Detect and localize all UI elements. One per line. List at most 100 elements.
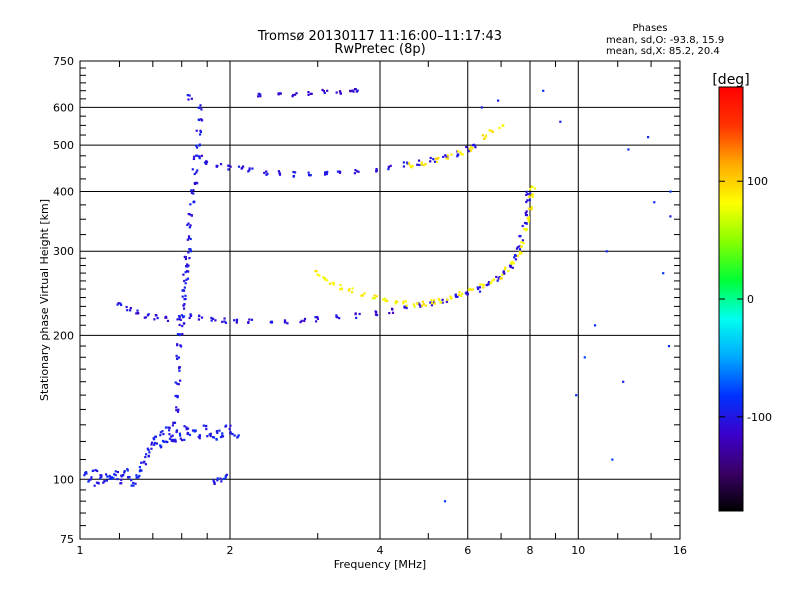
echo-point (195, 171, 198, 174)
echo-point (250, 318, 254, 321)
echo-point (277, 170, 280, 173)
echo-point (496, 99, 500, 102)
echo-point (504, 266, 507, 269)
plot-frame (79, 60, 681, 540)
echo-point (524, 211, 527, 214)
echo-point (103, 480, 106, 483)
echo-point (116, 303, 119, 306)
echo-point (229, 165, 232, 168)
echo-point (167, 426, 170, 429)
echo-point (316, 317, 320, 320)
echo-point (303, 319, 306, 323)
echo-point (178, 366, 181, 369)
echo-point (138, 470, 142, 473)
echo-point (432, 158, 435, 161)
y-axis-label: Stationary phase Virtual Height [km] (38, 199, 51, 401)
echo-point (374, 313, 378, 316)
echo-point (468, 147, 471, 151)
echo-point (100, 475, 103, 478)
echo-point (350, 291, 354, 294)
echo-point (353, 88, 357, 91)
echo-point (126, 476, 130, 479)
echo-point (187, 212, 190, 216)
echo-point (175, 406, 178, 409)
echo-point (205, 427, 208, 431)
echo-point (195, 181, 198, 184)
echo-point (196, 169, 199, 172)
echo-point (221, 435, 225, 438)
echo-point (418, 163, 421, 167)
echo-point (175, 354, 178, 357)
echo-point (147, 448, 150, 451)
echo-point (116, 477, 119, 481)
echo-point (189, 248, 192, 251)
echo-point (521, 224, 524, 228)
echo-point (212, 436, 216, 439)
echo-point (156, 316, 159, 320)
echo-point (236, 435, 239, 438)
echo-point (328, 282, 332, 285)
echo-point (190, 214, 193, 217)
echo-point (195, 129, 198, 132)
echo-point (200, 108, 203, 111)
echo-point (165, 440, 168, 443)
echo-point (210, 316, 213, 320)
echo-point (457, 150, 460, 153)
axis-tick-labels: 1 2 4 6 8 10 16 75 100 200 300 400 500 600 750 (53, 55, 687, 557)
echo-point (527, 218, 530, 221)
echo-point (160, 445, 163, 448)
echo-point (209, 434, 212, 438)
echo-point (168, 426, 171, 429)
echo-point (224, 476, 227, 479)
echo-point (348, 288, 351, 291)
echo-point (180, 314, 183, 317)
echo-point (227, 164, 230, 167)
echo-point (119, 302, 122, 305)
y-tick-label: 100 (53, 473, 74, 486)
echo-point (483, 137, 486, 141)
echo-point (485, 134, 488, 137)
echo-point (523, 228, 526, 231)
echo-point (355, 170, 359, 173)
echo-point (185, 428, 188, 431)
x-tick-label: 4 (377, 544, 384, 557)
echo-point (501, 273, 504, 276)
echo-point (179, 437, 182, 440)
echo-point (191, 168, 194, 171)
echo-point (183, 255, 186, 259)
echo-point (126, 468, 129, 471)
echo-point (168, 433, 171, 436)
echo-point (188, 316, 191, 320)
echo-point (189, 250, 193, 253)
y-tick-label: 600 (53, 101, 74, 114)
echo-point (129, 309, 132, 312)
echo-point (315, 320, 318, 323)
echo-point (499, 277, 502, 280)
echo-point (146, 314, 150, 317)
colorbar: [deg] 100 0 -100 (712, 72, 772, 512)
echo-point (172, 421, 175, 424)
echo-point (464, 292, 468, 295)
echo-point (293, 171, 297, 174)
echo-point (123, 471, 126, 474)
echo-point (461, 292, 464, 295)
echo-point (316, 273, 319, 276)
echo-point (394, 301, 397, 304)
echo-point (381, 298, 385, 301)
echo-point (228, 427, 231, 431)
echo-point (316, 315, 319, 319)
echo-point (152, 437, 155, 440)
y-tick-label: 750 (53, 55, 74, 68)
echo-point (432, 299, 436, 302)
echo-point (468, 287, 471, 290)
echo-point (197, 118, 200, 121)
echo-point (188, 213, 191, 216)
echo-point (456, 155, 459, 158)
echo-point (509, 265, 512, 269)
echo-point (375, 295, 378, 298)
echo-point (335, 315, 338, 318)
echo-point (132, 481, 135, 485)
echo-point (170, 439, 173, 442)
echo-point (478, 286, 482, 289)
echo-point (84, 471, 88, 474)
